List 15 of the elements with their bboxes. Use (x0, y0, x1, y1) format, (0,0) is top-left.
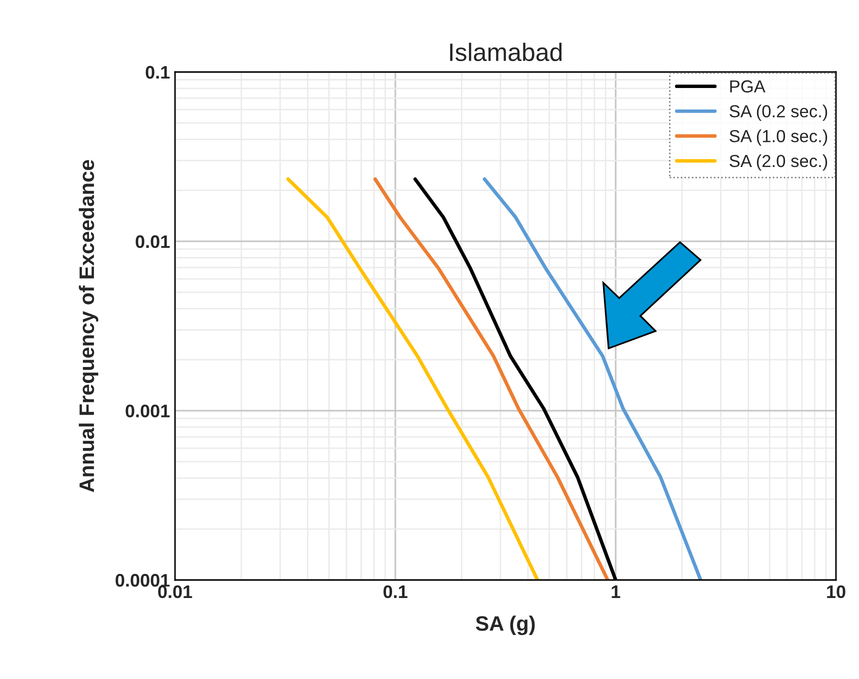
x-tick-label: 10 (827, 585, 846, 598)
y-tick-label: 0.1 (146, 66, 170, 79)
x-tick-label: 0.1 (384, 585, 408, 598)
y-tick-label: 0.001 (126, 404, 170, 418)
y-tick-label: 0.01 (136, 235, 170, 248)
legend-label: SA (0.2 sec.) (730, 104, 828, 121)
y-tick-label: 0.0001 (116, 574, 170, 587)
x-axis-title: SA (g) (476, 616, 535, 636)
chart-title: Islamabad (450, 42, 562, 62)
x-tick-label: 1 (612, 586, 620, 598)
x-tick-label: 0.01 (158, 585, 192, 598)
legend-label: SA (2.0 sec.) (730, 154, 828, 171)
legend-label: PGA (730, 80, 766, 93)
y-axis-title: Annual Frequency of Exceedance (78, 160, 98, 492)
legend-label: SA (1.0 sec.) (730, 130, 828, 146)
